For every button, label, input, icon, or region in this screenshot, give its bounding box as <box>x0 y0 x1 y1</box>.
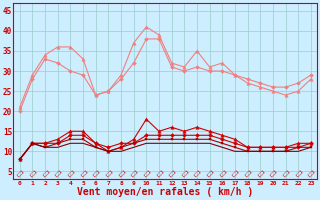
Text: ⮣: ⮣ <box>294 170 302 177</box>
Text: ⮣: ⮣ <box>67 170 74 177</box>
Text: ⮣: ⮣ <box>117 170 125 177</box>
Text: ⮣: ⮣ <box>105 170 112 177</box>
Text: ⮣: ⮣ <box>193 170 201 177</box>
Text: ⮣: ⮣ <box>79 170 87 177</box>
Text: ⮣: ⮣ <box>256 170 264 177</box>
Text: ⮣: ⮣ <box>155 170 163 177</box>
Text: ⮣: ⮣ <box>130 170 138 177</box>
Text: ⮣: ⮣ <box>28 170 36 177</box>
Text: ⮣: ⮣ <box>41 170 49 177</box>
Text: ⮣: ⮣ <box>168 170 175 177</box>
Text: ⮣: ⮣ <box>206 170 213 177</box>
Text: ⮣: ⮣ <box>244 170 252 177</box>
Text: ⮣: ⮣ <box>307 170 315 177</box>
X-axis label: Vent moyen/en rafales ( km/h ): Vent moyen/en rafales ( km/h ) <box>77 187 253 197</box>
Text: ⮣: ⮣ <box>54 170 61 177</box>
Text: ⮣: ⮣ <box>142 170 150 177</box>
Text: ⮣: ⮣ <box>180 170 188 177</box>
Text: ⮣: ⮣ <box>92 170 100 177</box>
Text: ⮣: ⮣ <box>16 170 24 177</box>
Text: ⮣: ⮣ <box>269 170 277 177</box>
Text: ⮣: ⮣ <box>231 170 239 177</box>
Text: ⮣: ⮣ <box>282 170 289 177</box>
Text: ⮣: ⮣ <box>219 170 226 177</box>
